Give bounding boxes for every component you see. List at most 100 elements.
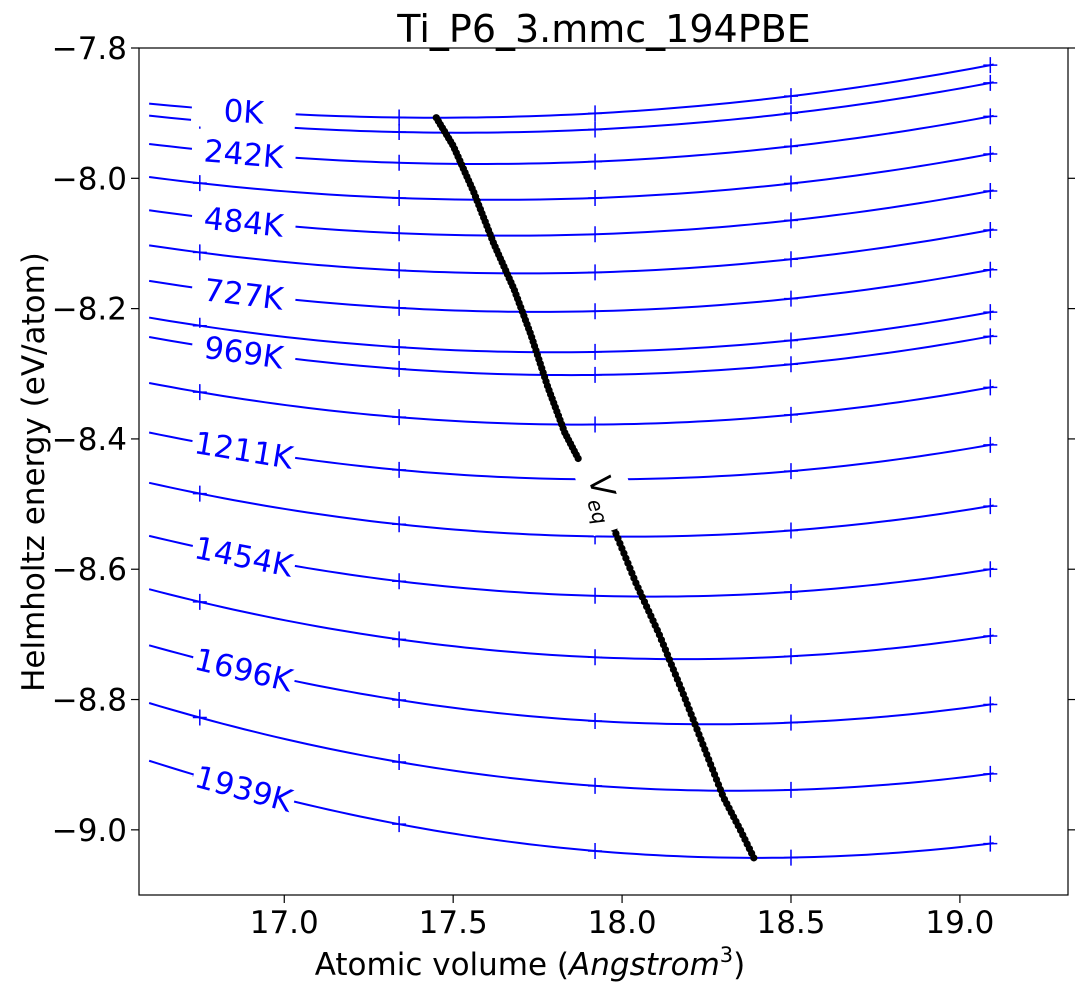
isotherm-marker — [392, 754, 407, 771]
isotherm-marker — [392, 154, 407, 171]
isotherm-label-background — [189, 423, 298, 477]
isotherm-marker — [783, 406, 798, 423]
isotherm-marker — [983, 328, 998, 345]
isotherm-marker — [192, 485, 207, 502]
isotherm-label: 727K — [202, 272, 286, 317]
x-tick-label: 18.5 — [756, 905, 825, 941]
isotherm-line — [148, 381, 994, 426]
isotherm-marker — [983, 222, 998, 239]
isotherm-marker — [392, 360, 407, 377]
x-axis: 17.0 17.5 18.0 18.5 19.0 — [250, 895, 994, 941]
isotherm-marker — [588, 343, 603, 360]
isotherm-label: 1696K — [191, 642, 296, 700]
isotherm-marker — [783, 849, 798, 866]
isotherm-marker — [783, 105, 798, 122]
isotherm-marker — [588, 121, 603, 138]
isotherm-label-background — [189, 327, 298, 378]
isotherm-marker — [392, 692, 407, 709]
y-tick-label: −8.0 — [52, 161, 127, 197]
isotherm-marker — [983, 561, 998, 578]
isotherm-marker — [588, 587, 603, 604]
x-tick-label: 18.0 — [588, 905, 657, 941]
isotherm-marker — [192, 175, 207, 192]
isotherm-marker — [783, 332, 798, 349]
isotherm-marker — [983, 436, 998, 453]
y-tick-label: −7.8 — [52, 31, 127, 67]
isotherm-marker — [392, 573, 407, 590]
isotherm-marker — [588, 842, 603, 859]
isotherm-marker — [983, 498, 998, 515]
veq-point — [750, 854, 758, 862]
isotherm-marker — [392, 299, 407, 316]
isotherm-marker — [588, 303, 603, 320]
isotherm-label-group: 1696K — [188, 640, 299, 700]
isotherm-marker — [588, 366, 603, 383]
x-axis-label: Atomic volume (Angstrom3) — [315, 943, 746, 983]
isotherm-marker — [983, 182, 998, 199]
isotherm-marker — [783, 88, 798, 105]
svg-text:Veq: Veq — [576, 471, 629, 528]
isotherm-marker — [783, 138, 798, 155]
isotherm-marker — [783, 212, 798, 229]
isotherm-label-background — [190, 89, 297, 133]
isotherm-marker — [983, 765, 998, 782]
isotherm-marker — [983, 304, 998, 321]
isotherm-marker — [392, 124, 407, 141]
isotherm-marker — [983, 261, 998, 278]
veq-label-background — [574, 461, 642, 537]
isotherm-marker — [783, 251, 798, 268]
isotherm-marker — [983, 379, 998, 396]
veq-label: Veq — [574, 461, 642, 537]
isotherm-label: 1211K — [192, 425, 296, 477]
y-tick-label: −8.4 — [52, 422, 127, 458]
isotherm-marker — [783, 290, 798, 307]
isotherm-label: 1939K — [191, 759, 297, 820]
isotherm-marker — [983, 74, 998, 91]
isotherm-marker — [392, 109, 407, 126]
isotherm-label-group: 242K — [190, 131, 298, 177]
isotherm-label-group: 1211K — [189, 423, 298, 477]
isotherm-marker — [392, 190, 407, 206]
isotherm-marker — [983, 627, 998, 644]
isotherm-label-group: 0K — [190, 89, 297, 133]
isotherm-marker — [392, 516, 407, 533]
isotherm-marker — [588, 153, 603, 170]
isotherm-marker — [392, 225, 407, 242]
isotherm-marker — [983, 108, 998, 125]
x-tick-label: 17.5 — [419, 905, 488, 941]
isotherm-line — [148, 228, 994, 275]
isotherm-marker — [983, 57, 998, 74]
isotherm-marker — [983, 696, 998, 713]
isotherm-label: 0K — [222, 93, 265, 132]
x-tick-label: 17.0 — [250, 905, 319, 941]
isotherm-marker — [392, 816, 407, 833]
isotherm-label-background — [188, 757, 299, 820]
isotherm-label-background — [189, 269, 298, 319]
isotherm-marker — [783, 356, 798, 373]
isotherm-marker — [983, 145, 998, 162]
isotherm-marker — [588, 190, 603, 206]
chart-title: Ti_P6_3.mmc_194PBE — [396, 7, 810, 51]
isotherm-marker — [192, 593, 207, 610]
y-axis-label: Helmholtz energy (eV/atom) — [16, 252, 52, 692]
isotherm-label-background — [190, 198, 298, 246]
isotherm-marker — [588, 105, 603, 122]
isotherm-marker — [392, 262, 407, 279]
isotherm-marker — [783, 714, 798, 731]
isotherm-label-group: 727K — [189, 269, 298, 319]
y-axis: −7.8 −8.0 −8.2 −8.4 −8.6 −8.8 −9.0 — [52, 31, 1075, 849]
isotherm-label-background — [188, 640, 299, 700]
isotherm-marker — [983, 835, 998, 852]
isotherm-label-group: 1454K — [189, 528, 299, 585]
y-tick-label: −8.2 — [52, 292, 127, 328]
isotherm-marker — [588, 649, 603, 666]
isotherm-marker — [588, 416, 603, 433]
y-tick-label: −9.0 — [52, 813, 127, 849]
isotherm-marker — [392, 631, 407, 648]
isotherm-marker — [392, 409, 407, 426]
plot-frame — [138, 47, 1069, 896]
isotherm-marker — [588, 226, 603, 243]
isotherm-line — [148, 481, 994, 538]
